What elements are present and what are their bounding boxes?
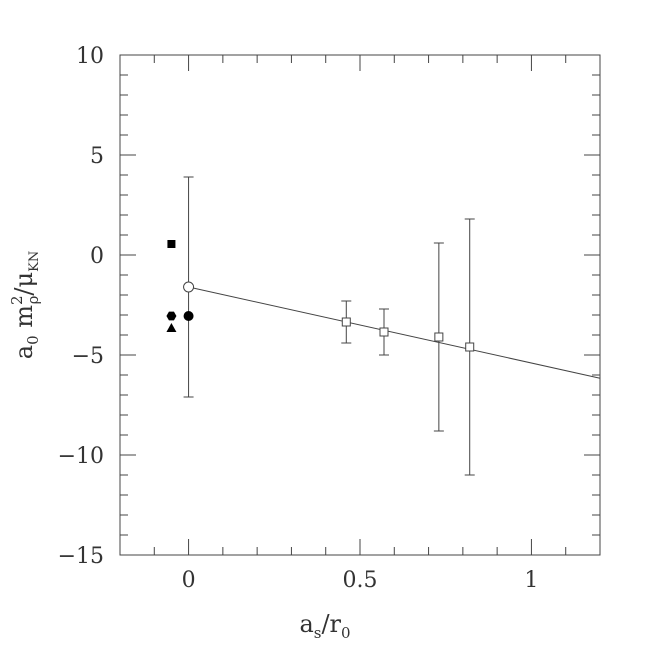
x-axis-title: as/r0: [299, 610, 350, 642]
x-tick-labels: 0 0.5 1: [182, 568, 539, 593]
y-tick-label: 0: [90, 244, 104, 269]
filled-triangle-point: [166, 323, 177, 332]
y-tick-label: −10: [58, 444, 104, 469]
x-tick-label: 0: [182, 568, 196, 593]
plot-frame: [119, 54, 601, 556]
ticks: [119, 54, 601, 556]
open-square-point: [379, 327, 389, 337]
open-circle-point: [183, 281, 195, 293]
y-tick-label: −5: [72, 344, 104, 369]
y-tick-labels: −15 −10 −5 0 5 10: [58, 44, 104, 569]
fit-line: [188, 286, 601, 379]
y-axis-title: a0 m2ρ/μKN: [8, 251, 42, 359]
open-square-point: [341, 317, 351, 327]
open-square-point: [465, 342, 475, 352]
x-tick-label: 0.5: [343, 568, 378, 593]
y-tick-label: −15: [58, 544, 104, 569]
data-marks: [166, 176, 475, 476]
filled-hexagon-point: [166, 311, 177, 321]
y-tick-label: 10: [76, 44, 104, 69]
open-square-point: [434, 332, 444, 342]
filled-square-point: [167, 240, 176, 248]
filled-circle-point: [183, 311, 194, 321]
fit-line-group: [188, 286, 601, 379]
x-tick-label: 1: [524, 568, 538, 593]
y-tick-label: 5: [90, 144, 104, 169]
